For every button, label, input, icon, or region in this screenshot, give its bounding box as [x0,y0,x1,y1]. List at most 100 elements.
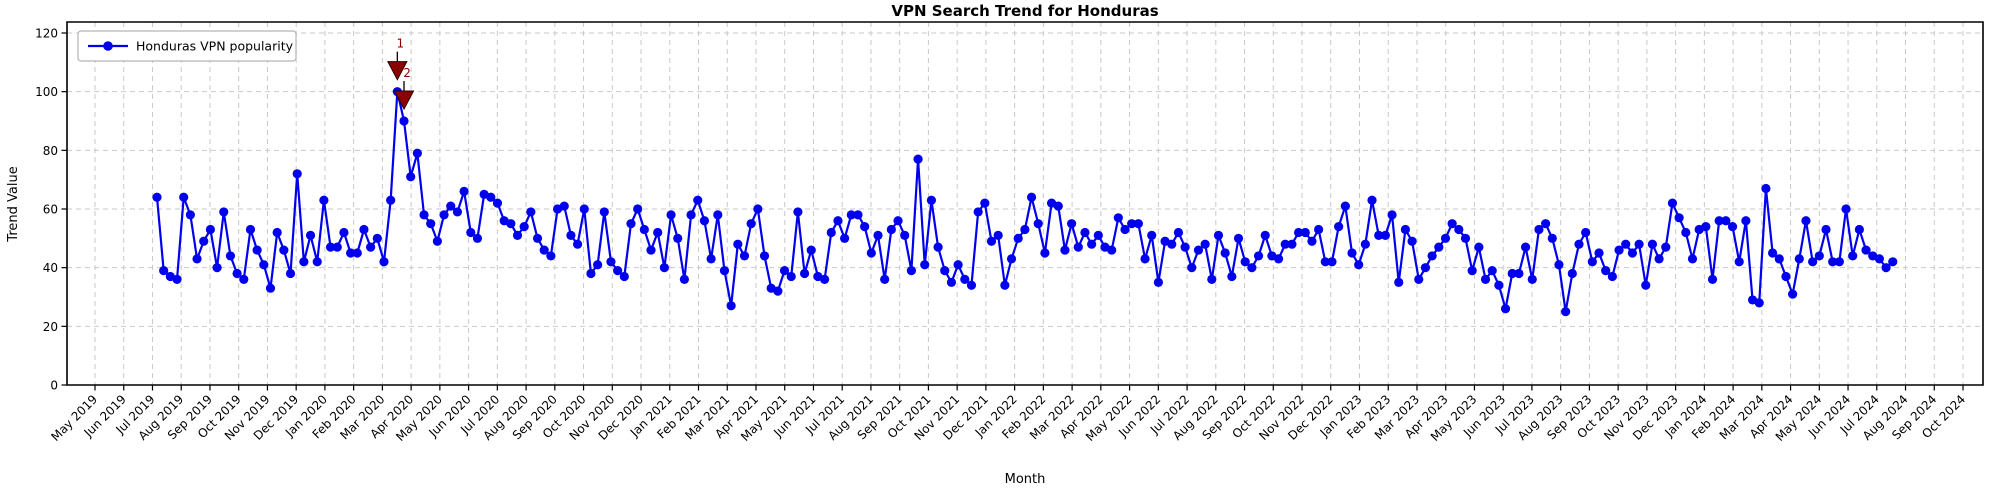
data-point-marker [426,219,436,229]
data-point-marker [1881,263,1891,273]
data-point-marker [666,210,676,220]
data-point-marker [1767,248,1778,258]
data-point-marker [633,204,643,214]
data-point-marker [1020,224,1030,235]
legend-label: Honduras VPN popularity [136,39,294,54]
data-point-marker [1674,213,1684,223]
data-point-marker [199,236,209,246]
data-point-marker [192,254,202,264]
y-tick-label: 40 [43,261,58,275]
data-point-marker [1500,304,1511,314]
data-point-marker [1280,239,1290,249]
data-point-marker [1220,248,1230,258]
data-point-marker [406,172,416,182]
data-point-marker [472,233,483,243]
data-point-marker [579,204,589,214]
data-point-marker [1808,257,1818,267]
data-point-marker [1006,254,1017,264]
data-point-marker [1701,222,1711,232]
data-point-marker [1661,242,1671,252]
data-point-marker [686,210,696,220]
data-point-marker [332,242,342,252]
data-point-marker [1293,227,1304,238]
data-point-marker [833,216,843,226]
data-point-marker [1848,251,1858,261]
data-point-marker [1153,277,1163,287]
data-point-marker [1327,257,1337,267]
data-point-marker [820,274,830,284]
data-point-marker [305,230,316,240]
data-point-marker [1727,222,1738,232]
data-point-marker [1334,222,1344,232]
data-point-marker [726,301,736,311]
data-point-marker [1527,274,1537,284]
data-point-marker [1414,274,1424,284]
data-point-marker [1347,248,1357,258]
data-point-marker [1861,245,1871,255]
data-point-marker [840,233,850,243]
data-point-marker [1828,257,1838,267]
data-point-marker [1594,248,1604,258]
data-point-marker [753,204,763,214]
data-point-marker [1093,230,1103,240]
data-point-marker [1587,257,1597,267]
data-point-marker [619,271,629,282]
data-point-marker [906,266,916,276]
data-point-marker [1614,245,1624,255]
data-point-marker [312,257,322,267]
data-point-marker [566,230,576,240]
data-point-marker [379,257,389,267]
data-point-marker [779,266,790,276]
data-point-marker [1581,227,1591,238]
data-point-marker [372,233,382,243]
annotation-marker-2: 2 [393,66,415,111]
data-point-marker [179,192,189,202]
y-axis-label: Trend Value [6,166,21,242]
data-point-marker [1574,239,1584,249]
data-point-marker [1147,230,1157,240]
data-point-marker [1814,251,1824,261]
data-point-marker [606,257,616,267]
data-point-marker [532,233,543,243]
data-point-marker [1080,227,1090,238]
legend: Honduras VPN popularity [77,30,297,62]
data-point-marker [1380,230,1390,240]
data-point-marker [853,210,863,220]
data-point-marker [900,230,910,240]
data-point-marker [1721,216,1731,226]
data-point-marker [1314,224,1324,235]
data-point-marker [1801,216,1811,226]
data-point-marker [980,198,990,208]
data-point-marker [613,266,623,276]
data-point-marker [586,268,596,279]
data-point-marker [259,260,269,270]
data-point-marker [399,116,409,126]
data-point-marker [733,239,743,249]
data-point-marker [152,192,162,202]
data-point-marker [746,219,756,229]
y-tick-label: 60 [43,203,58,217]
data-point-marker [1794,254,1804,264]
data-point-marker [893,216,903,226]
data-point-marker [1707,274,1718,284]
data-point-marker [1387,210,1397,220]
data-point-marker [492,198,503,208]
data-point-marker [1734,257,1744,267]
data-point-marker [1467,266,1477,276]
data-point-marker [1460,233,1471,243]
data-point-marker [646,245,656,255]
data-point-marker [1127,219,1137,229]
data-point-marker [1200,239,1210,249]
data-point-marker [1300,227,1310,238]
data-point-marker [626,219,636,229]
data-point-marker [292,169,302,179]
data-point-marker [359,224,369,235]
data-point-marker [225,251,236,261]
data-point-marker [719,266,730,276]
annotation-label: 2 [403,66,411,80]
data-point-marker [1841,204,1851,214]
data-point-marker [245,224,256,235]
data-point-marker [1480,274,1491,284]
data-point-marker [412,148,422,158]
data-point-marker [212,263,222,273]
